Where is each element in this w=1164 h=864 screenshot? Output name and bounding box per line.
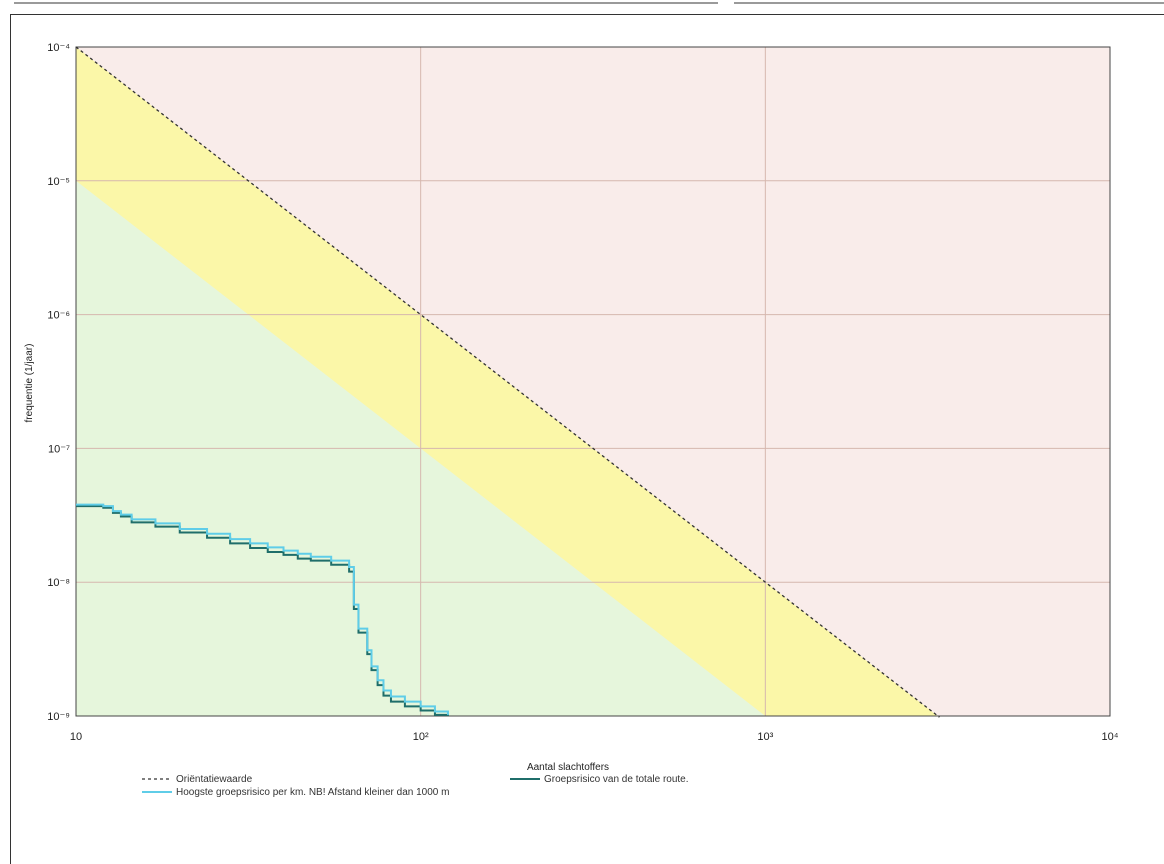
series-line-2 — [76, 505, 449, 716]
legend: Oriëntatiewaarde Hoogste groepsrisico per… — [142, 774, 689, 798]
legend-entry: Oriëntatiewaarde — [176, 774, 253, 785]
series-line-1 — [75, 46, 940, 718]
x-tick-label: 10³ — [757, 731, 773, 743]
risk-regions — [76, 47, 1110, 717]
x-tick-label: 10 — [70, 731, 82, 743]
legend-entry: Hoogste groepsrisico per km. NB! Afstand… — [176, 787, 449, 798]
x-tick-label: 10² — [413, 731, 429, 743]
legend-entry: Groepsrisico van de totale route. — [544, 774, 689, 785]
top-separator-right — [734, 2, 1164, 4]
series-group — [75, 46, 940, 718]
x-tick-labels: 10 10² 10³ 10⁴ — [70, 731, 1119, 743]
plot-border — [75, 46, 1111, 717]
chart-frame — [10, 14, 1164, 864]
series-line-3 — [76, 503, 449, 715]
y-tick-label: 10⁻⁶ — [47, 310, 70, 322]
top-separator-left — [14, 2, 718, 4]
y-tick-label: 10⁻⁷ — [48, 443, 70, 455]
y-axis-label: frequentie (1/jaar) — [24, 344, 35, 423]
y-tick-label: 10⁻⁴ — [47, 42, 70, 54]
x-axis-label: Aantal slachtoffers — [527, 762, 609, 773]
y-tick-label: 10⁻⁸ — [47, 577, 70, 589]
x-tick-label: 10⁴ — [1102, 731, 1119, 743]
y-tick-label: 10⁻⁵ — [47, 176, 70, 188]
y-tick-label: 10⁻⁹ — [47, 711, 70, 723]
y-tick-labels: 10⁻⁴ 10⁻⁵ 10⁻⁶ 10⁻⁷ 10⁻⁸ 10⁻⁹ — [47, 42, 70, 723]
